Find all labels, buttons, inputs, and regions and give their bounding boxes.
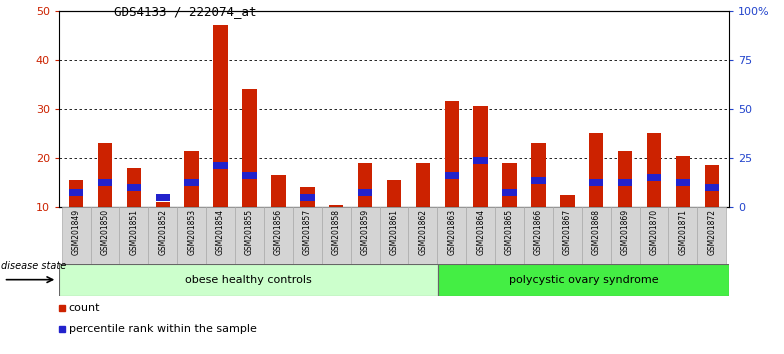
Bar <box>177 207 206 264</box>
Bar <box>647 174 661 181</box>
Bar <box>582 207 611 264</box>
Bar <box>466 207 495 264</box>
Bar <box>91 207 119 264</box>
Bar <box>503 163 517 207</box>
Text: GSM201861: GSM201861 <box>390 209 398 255</box>
Text: GSM201862: GSM201862 <box>419 209 427 255</box>
Bar <box>676 179 690 186</box>
Bar <box>264 207 293 264</box>
Bar <box>640 207 669 264</box>
Text: polycystic ovary syndrome: polycystic ovary syndrome <box>509 275 659 285</box>
Bar <box>503 189 517 196</box>
Bar <box>532 177 546 183</box>
Text: GSM201855: GSM201855 <box>245 209 254 255</box>
Bar <box>532 143 546 207</box>
Bar <box>329 205 343 207</box>
Bar <box>445 102 459 207</box>
Text: GSM201856: GSM201856 <box>274 209 283 255</box>
Bar <box>155 194 170 201</box>
Bar <box>293 207 321 264</box>
Bar <box>474 157 488 164</box>
Bar <box>553 207 582 264</box>
Bar <box>350 207 379 264</box>
Bar <box>119 207 148 264</box>
Bar <box>242 172 256 179</box>
Text: GSM201867: GSM201867 <box>563 209 572 255</box>
Text: GSM201849: GSM201849 <box>71 209 81 255</box>
Bar <box>213 25 228 207</box>
Text: GSM201871: GSM201871 <box>678 209 688 255</box>
Bar <box>697 207 726 264</box>
Text: GSM201859: GSM201859 <box>361 209 369 255</box>
Bar <box>611 207 640 264</box>
Bar <box>560 195 575 207</box>
Text: count: count <box>68 303 100 313</box>
Bar <box>127 168 141 207</box>
Text: GSM201864: GSM201864 <box>476 209 485 255</box>
Bar <box>242 89 256 207</box>
Text: GSM201865: GSM201865 <box>505 209 514 255</box>
Bar <box>184 179 199 186</box>
Bar <box>358 189 372 196</box>
Bar <box>379 207 408 264</box>
Bar <box>408 207 437 264</box>
Bar <box>98 143 112 207</box>
Bar <box>321 207 350 264</box>
Bar <box>206 207 235 264</box>
Bar <box>69 180 83 207</box>
Text: GSM201863: GSM201863 <box>447 209 456 255</box>
Text: GSM201869: GSM201869 <box>621 209 630 255</box>
Bar <box>705 184 719 191</box>
Text: GSM201852: GSM201852 <box>158 209 167 255</box>
Bar <box>358 163 372 207</box>
Bar <box>59 264 437 296</box>
Text: GSM201866: GSM201866 <box>534 209 543 255</box>
Bar <box>387 180 401 207</box>
Bar <box>437 207 466 264</box>
Bar <box>416 163 430 207</box>
Bar <box>589 179 604 186</box>
Bar <box>213 162 228 169</box>
Bar <box>148 207 177 264</box>
Bar <box>69 189 83 196</box>
Text: GSM201858: GSM201858 <box>332 209 341 255</box>
Text: GSM201870: GSM201870 <box>649 209 659 255</box>
Bar <box>705 165 719 207</box>
Bar <box>235 207 264 264</box>
Bar <box>647 133 661 207</box>
Bar <box>669 207 697 264</box>
Bar <box>589 133 604 207</box>
Text: GSM201851: GSM201851 <box>129 209 139 255</box>
Bar <box>127 184 141 191</box>
Text: GSM201868: GSM201868 <box>592 209 601 255</box>
Text: GSM201850: GSM201850 <box>100 209 110 255</box>
Bar <box>300 194 314 201</box>
Text: GSM201853: GSM201853 <box>187 209 196 255</box>
Bar <box>155 202 170 207</box>
Bar <box>618 150 633 207</box>
Text: obese healthy controls: obese healthy controls <box>185 275 311 285</box>
Bar <box>98 179 112 186</box>
Text: disease state: disease state <box>1 261 66 271</box>
Bar <box>445 172 459 179</box>
Bar <box>676 155 690 207</box>
Bar <box>437 264 729 296</box>
Text: GDS4133 / 222074_at: GDS4133 / 222074_at <box>114 5 256 18</box>
Bar <box>184 150 199 207</box>
Bar <box>495 207 524 264</box>
Bar <box>474 107 488 207</box>
Text: percentile rank within the sample: percentile rank within the sample <box>68 324 256 334</box>
Bar <box>62 207 91 264</box>
Text: GSM201857: GSM201857 <box>303 209 312 255</box>
Bar <box>300 188 314 207</box>
Text: GSM201872: GSM201872 <box>707 209 717 255</box>
Text: GSM201854: GSM201854 <box>216 209 225 255</box>
Bar <box>618 179 633 186</box>
Bar <box>524 207 553 264</box>
Bar <box>271 175 285 207</box>
